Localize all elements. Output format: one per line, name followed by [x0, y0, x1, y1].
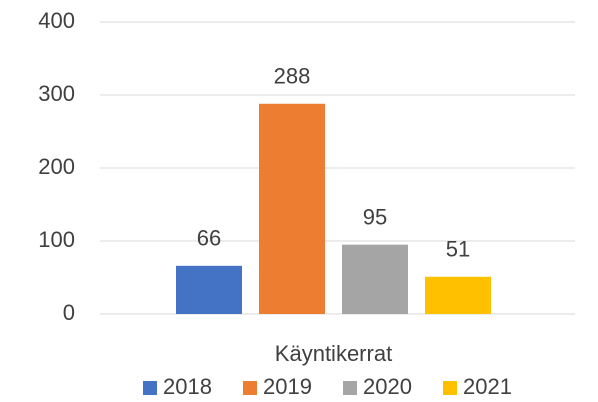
legend-swatch: [443, 381, 457, 395]
y-tick-label: 0: [63, 300, 75, 325]
legend-swatch: [343, 381, 357, 395]
data-label: 51: [446, 237, 470, 262]
legend-swatch: [143, 381, 157, 395]
legend-label: 2020: [363, 374, 412, 399]
bar: [176, 265, 242, 314]
data-label: 66: [197, 226, 221, 251]
y-tick-label: 100: [38, 227, 75, 252]
y-tick-label: 400: [38, 8, 75, 33]
legend-swatch: [243, 381, 257, 395]
y-tick-label: 200: [38, 154, 75, 179]
x-tick-label: Käyntikerrat: [275, 341, 392, 366]
legend-label: 2019: [263, 374, 312, 399]
bar: [259, 103, 325, 314]
bar: [342, 244, 408, 314]
legend-label: 2021: [463, 374, 512, 399]
legend-label: 2018: [163, 374, 212, 399]
data-label: 95: [363, 204, 387, 229]
data-label: 288: [274, 64, 311, 89]
bar: [425, 276, 491, 314]
y-tick-label: 300: [38, 81, 75, 106]
